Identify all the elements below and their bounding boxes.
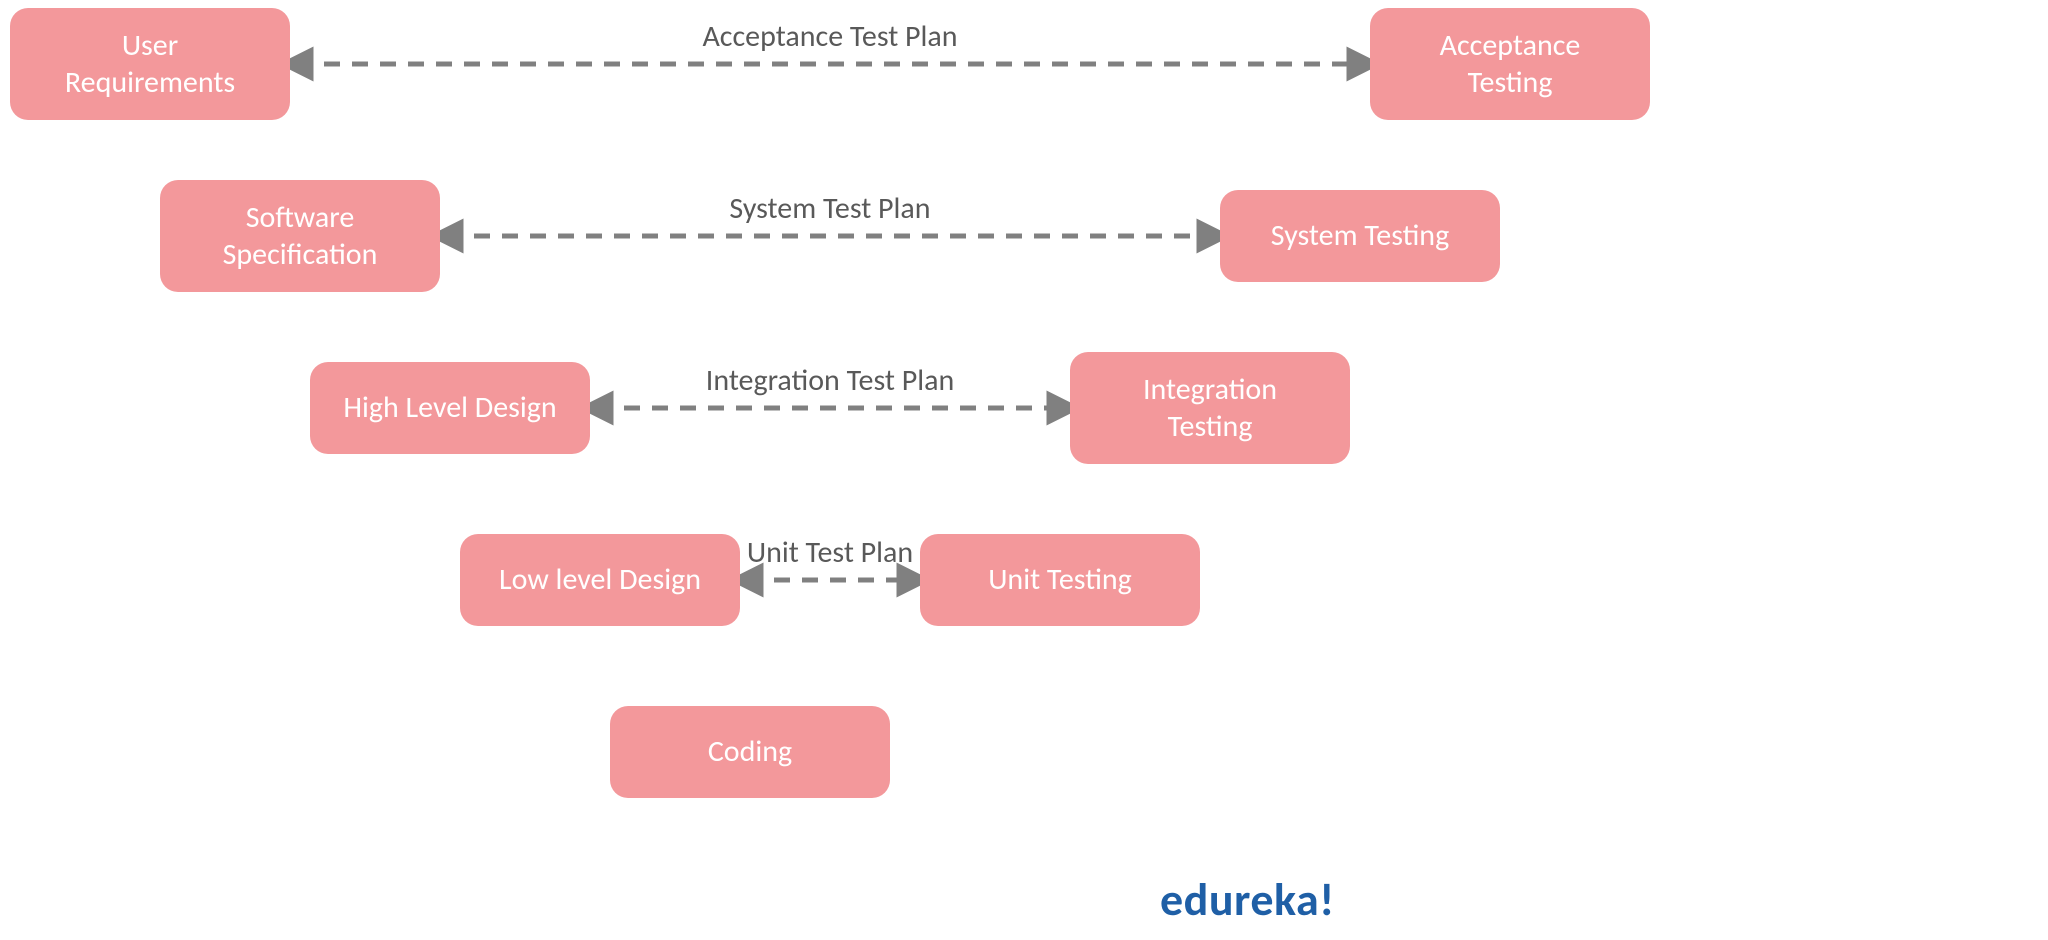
node-coding: Coding [610, 706, 890, 798]
node-label: System Testing [1271, 217, 1449, 255]
node-integration-testing: Integration Testing [1070, 352, 1350, 464]
node-user-requirements: User Requirements [10, 8, 290, 120]
node-low-level-design: Low level Design [460, 534, 740, 626]
node-software-spec: Software Specification [160, 180, 440, 292]
node-label: Low level Design [499, 561, 701, 599]
node-high-level-design: High Level Design [310, 362, 590, 454]
edge-label-integration: Integration Test Plan [706, 362, 954, 399]
edge-label-acceptance: Acceptance Test Plan [702, 18, 957, 55]
brand-logo: edureka! [1160, 872, 1335, 928]
edges-layer [0, 0, 2048, 940]
edge-label-unit: Unit Test Plan [747, 534, 913, 571]
node-acceptance-testing: Acceptance Testing [1370, 8, 1650, 120]
node-label: Software Specification [223, 199, 378, 274]
node-label: User Requirements [65, 27, 235, 102]
edge-label-system: System Test Plan [729, 190, 930, 227]
node-label: Integration Testing [1143, 371, 1277, 446]
node-label: High Level Design [343, 389, 556, 427]
node-label: Unit Testing [988, 561, 1132, 599]
node-label: Acceptance Testing [1440, 27, 1581, 102]
node-system-testing: System Testing [1220, 190, 1500, 282]
node-label: Coding [708, 733, 792, 771]
node-unit-testing: Unit Testing [920, 534, 1200, 626]
